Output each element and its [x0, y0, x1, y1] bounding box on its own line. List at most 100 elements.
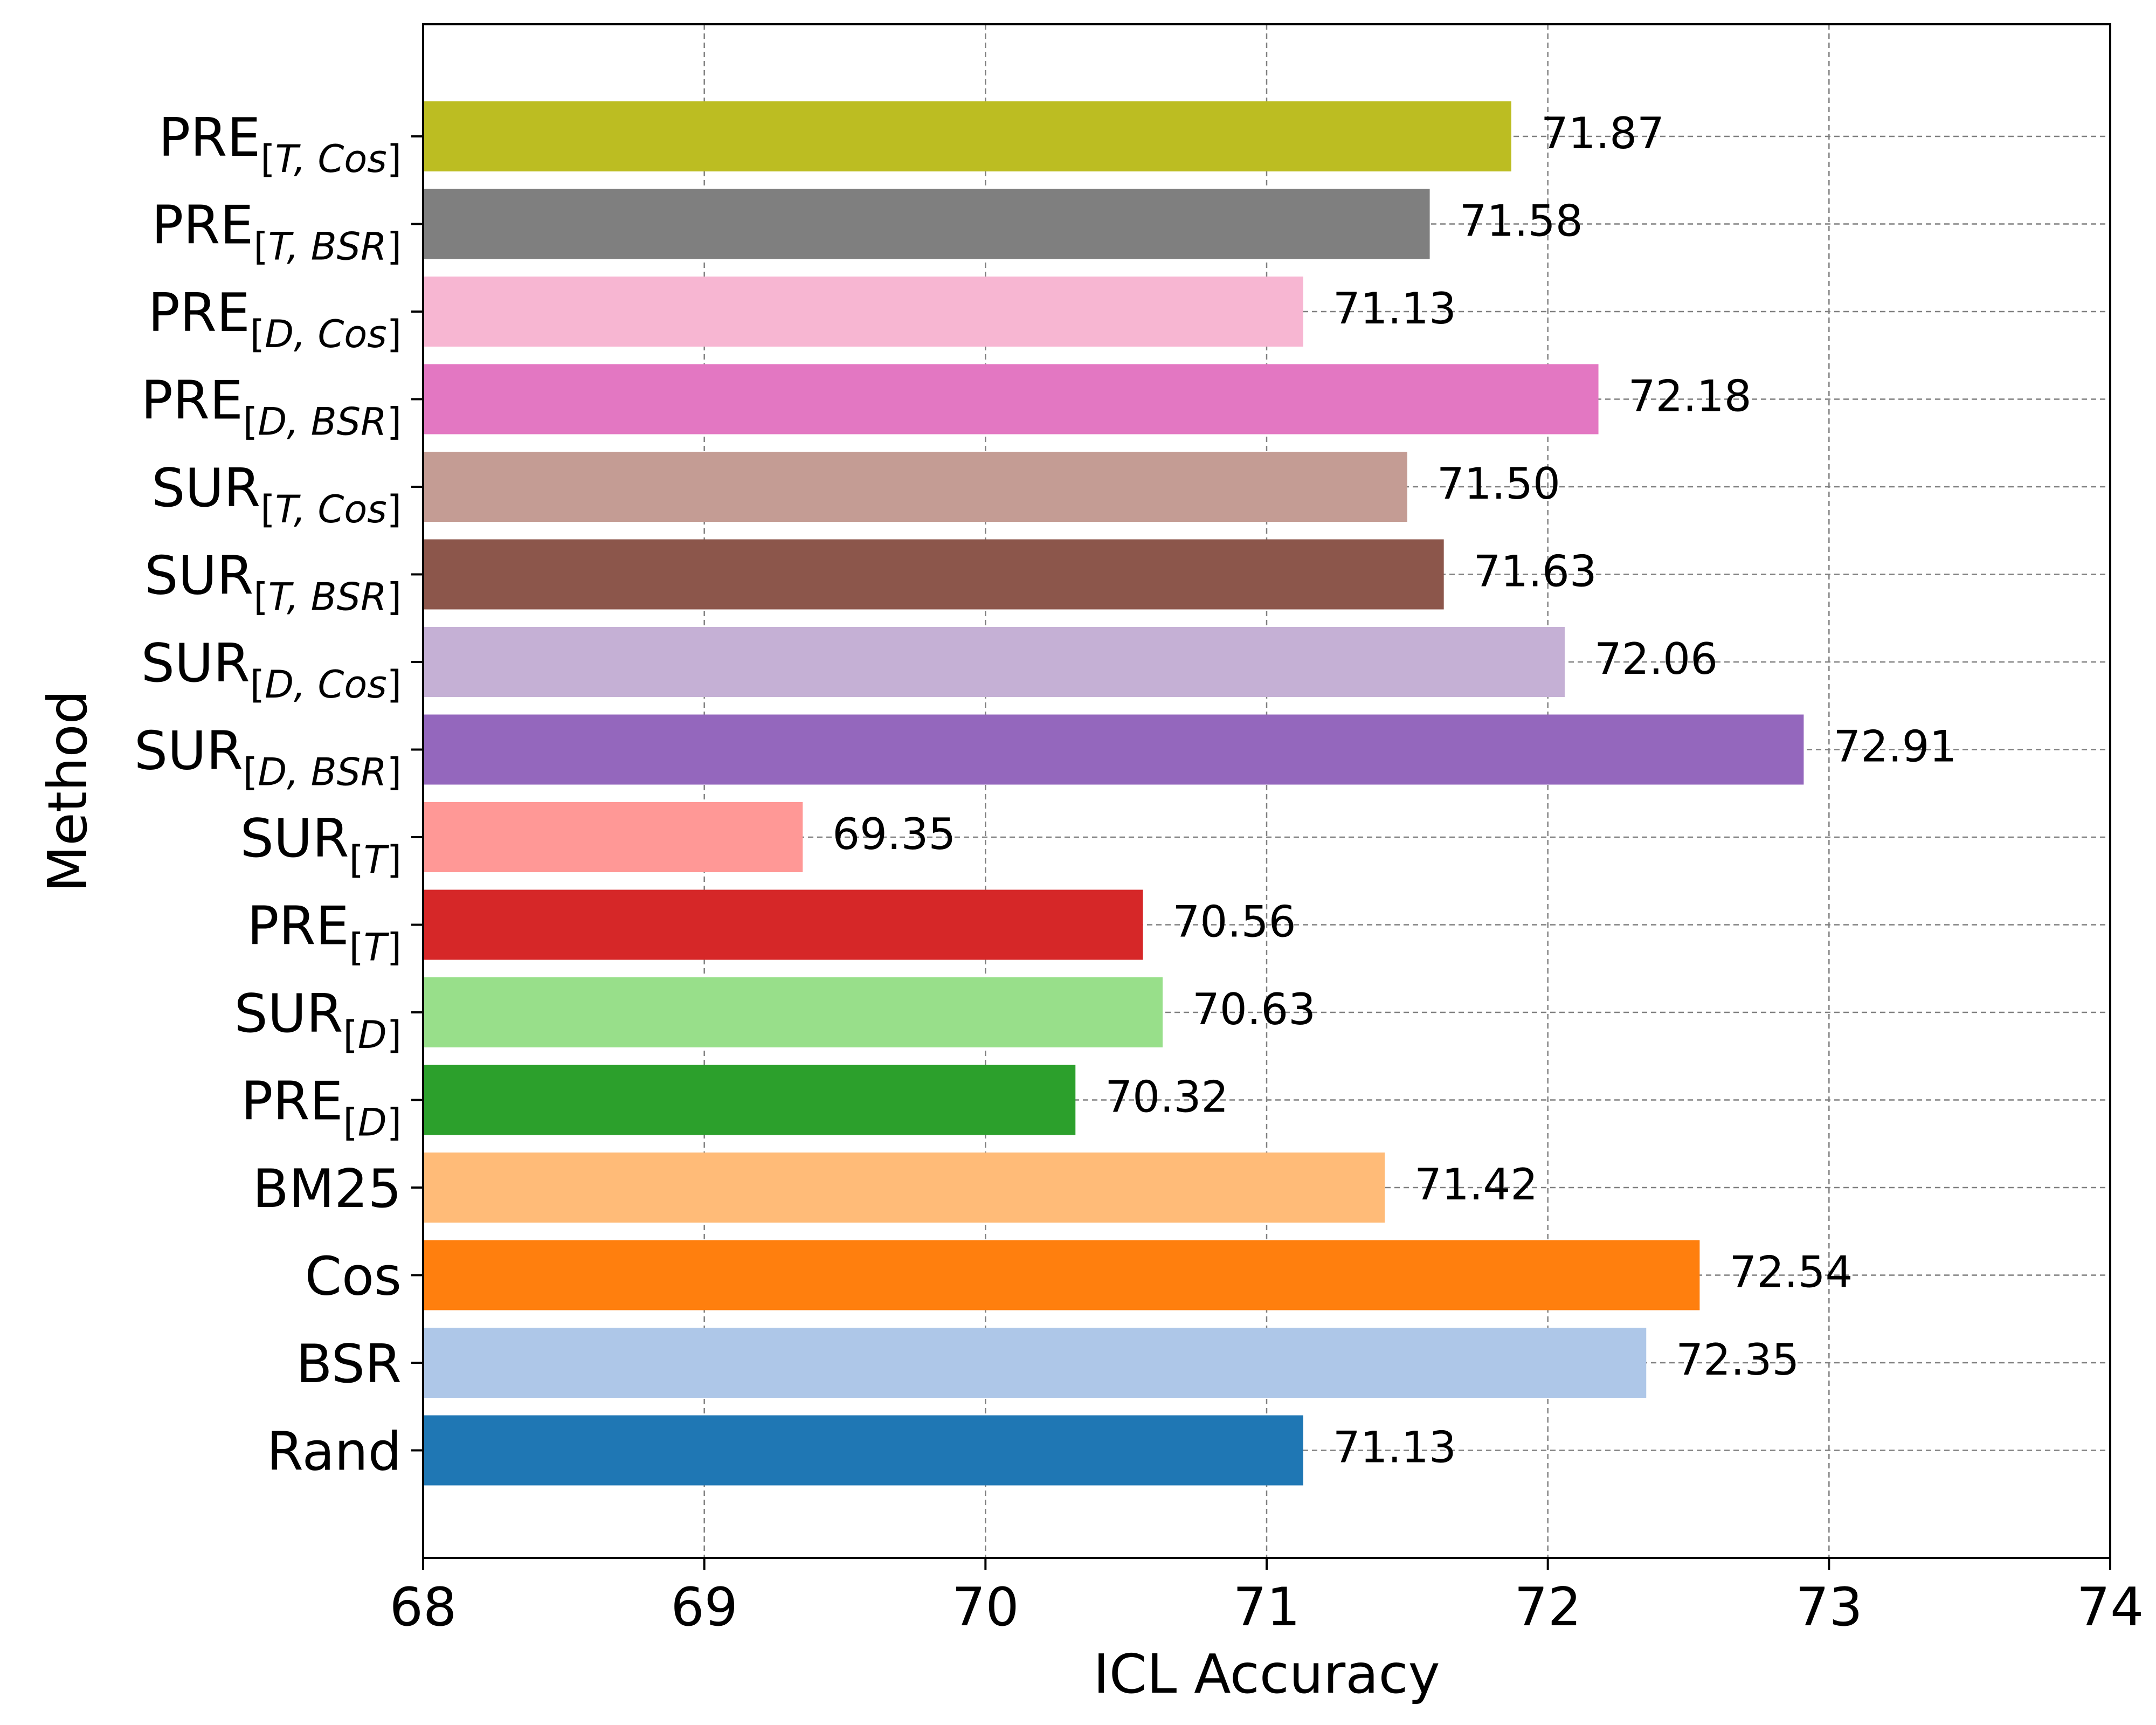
subscript-bracket-close: ] — [387, 487, 402, 532]
category-name: SUR — [151, 458, 260, 519]
subscript-bracket-open: [ — [343, 1101, 357, 1145]
x-tick-label: 71 — [1233, 1577, 1301, 1638]
y-tick-label: SUR[D, BSR] — [134, 721, 402, 795]
subscript-bracket-open: [ — [253, 225, 268, 269]
y-tick-label: SUR[T, Cos] — [151, 458, 402, 532]
x-tick-label: 72 — [1514, 1577, 1581, 1638]
bar-value-label: 70.56 — [1172, 896, 1296, 947]
category-name: PRE — [241, 1071, 343, 1133]
subscript-bracket-open: [ — [243, 750, 258, 795]
bar-value-label: 69.35 — [832, 809, 956, 859]
bar — [423, 1240, 1700, 1310]
category-name: SUR — [240, 808, 349, 870]
bar — [423, 1153, 1385, 1223]
y-axis-label: Method — [36, 690, 99, 892]
y-tick-label: SUR[T, BSR] — [144, 546, 402, 619]
subscript-bracket-open: [ — [253, 575, 268, 619]
category-name: PRE — [148, 282, 250, 344]
category-name: BM25 — [253, 1158, 402, 1220]
subscript-bracket-close: ] — [387, 225, 402, 269]
bar-value-label: 72.91 — [1833, 721, 1957, 771]
category-name: Cos — [305, 1246, 402, 1308]
category-subscript: D, BSR — [258, 400, 387, 444]
x-axis-label: ICL Accuracy — [1093, 1643, 1440, 1706]
category-name: PRE — [158, 107, 260, 169]
subscript-bracket-close: ] — [387, 137, 402, 181]
category-subscript: D, Cos — [265, 663, 387, 707]
x-tick-label: 74 — [2077, 1577, 2144, 1638]
y-tick-label: PRE[D, Cos] — [148, 282, 402, 356]
bar — [423, 802, 803, 872]
category-subscript: T, Cos — [275, 487, 387, 532]
subscript-bracket-close: ] — [387, 838, 402, 882]
subscript-bracket-open: [ — [250, 663, 265, 707]
bar-value-label: 71.63 — [1474, 546, 1597, 596]
subscript-bracket-close: ] — [387, 400, 402, 444]
x-tick-label: 68 — [390, 1577, 457, 1638]
subscript-bracket-open: [ — [260, 137, 275, 181]
bar — [423, 1065, 1076, 1135]
bar-value-label: 71.42 — [1414, 1160, 1538, 1210]
y-tick-label: BSR — [296, 1334, 402, 1395]
category-subscript: T, Cos — [275, 137, 387, 181]
x-tick-label: 69 — [671, 1577, 738, 1638]
y-tick-label: SUR[D, Cos] — [141, 633, 402, 707]
subscript-bracket-open: [ — [349, 838, 364, 882]
bar-value-label: 70.32 — [1105, 1072, 1228, 1122]
bar — [423, 539, 1444, 610]
y-tick-label: PRE[D] — [241, 1071, 402, 1145]
category-name: PRE — [151, 195, 253, 257]
category-subscript: D, Cos — [265, 312, 387, 356]
subscript-bracket-close: ] — [387, 926, 402, 970]
bar — [423, 452, 1407, 522]
category-name: SUR — [234, 983, 343, 1045]
bar — [423, 1328, 1647, 1398]
bar-value-label: 71.50 — [1437, 459, 1560, 509]
category-subscript: T — [364, 926, 390, 970]
y-tick-label: BM25 — [253, 1158, 402, 1220]
y-tick-label: Cos — [305, 1246, 402, 1308]
y-tick-label: PRE[T, Cos] — [158, 107, 402, 181]
bar-value-label: 72.18 — [1628, 371, 1752, 421]
y-tick-label: PRE[T] — [247, 896, 402, 970]
bar — [423, 977, 1163, 1047]
bar-value-label: 72.35 — [1676, 1335, 1799, 1385]
subscript-bracket-close: ] — [387, 312, 402, 356]
subscript-bracket-open: [ — [343, 1013, 357, 1057]
bar-value-label: 71.87 — [1541, 108, 1664, 158]
x-tick-label: 70 — [952, 1577, 1019, 1638]
subscript-bracket-open: [ — [250, 312, 265, 356]
bar — [423, 889, 1143, 960]
bar — [423, 364, 1599, 434]
bar — [423, 189, 1430, 259]
subscript-bracket-close: ] — [387, 1013, 402, 1057]
category-subscript: T, BSR — [268, 575, 387, 619]
y-tick-label: PRE[T, BSR] — [151, 195, 402, 269]
x-axis-ticks: 68 69 70 71 72 73 74 — [390, 1558, 2144, 1638]
bar — [423, 714, 1804, 785]
subscript-bracket-close: ] — [387, 750, 402, 795]
bars — [423, 101, 1804, 1486]
category-name: BSR — [296, 1334, 402, 1395]
y-tick-label: Rand — [267, 1422, 402, 1483]
bar — [423, 627, 1565, 697]
subscript-bracket-close: ] — [387, 1101, 402, 1145]
category-name: Rand — [267, 1422, 402, 1483]
category-subscript: T — [364, 838, 390, 882]
subscript-bracket-open: [ — [349, 926, 364, 970]
category-name: SUR — [141, 633, 250, 694]
y-tick-label: PRE[D, BSR] — [141, 370, 402, 444]
bar-value-label: 70.63 — [1192, 984, 1316, 1034]
category-name: PRE — [247, 896, 349, 957]
bar — [423, 277, 1303, 347]
bar-value-label: 71.13 — [1333, 1422, 1456, 1472]
subscript-bracket-close: ] — [387, 663, 402, 707]
bar-value-label: 72.06 — [1594, 634, 1718, 684]
category-subscript: D — [358, 1101, 387, 1145]
category-subscript: D, BSR — [258, 750, 387, 795]
category-name: PRE — [141, 370, 243, 432]
bar-value-label: 71.58 — [1460, 196, 1583, 246]
category-subscript: D — [358, 1013, 387, 1057]
bar — [423, 1415, 1303, 1486]
